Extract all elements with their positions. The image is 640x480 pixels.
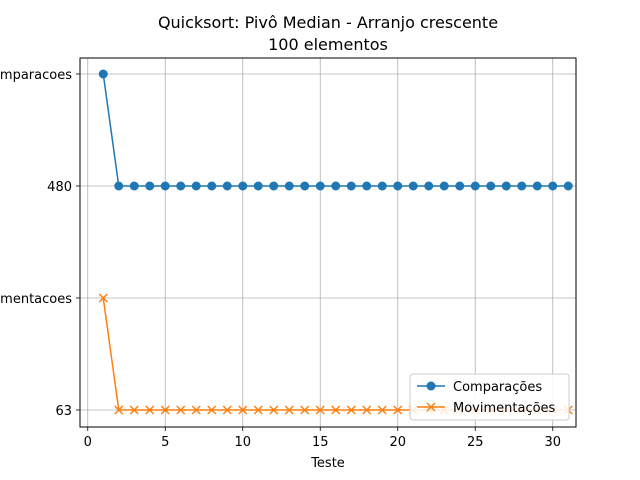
axis-ticks: 0 5 10 15 20 25 30 Comparacoes 480 Movimentacoes 6… [0,68,561,450]
point-comparacoes [269,181,279,191]
series-line-comparacoes [102,73,569,187]
point-movimentacoes [160,405,170,415]
point-comparacoes [145,181,155,191]
point-comparacoes [393,181,403,191]
x-tick-label: 5 [161,435,169,450]
point-comparacoes [501,181,511,191]
point-comparacoes [129,181,139,191]
x-tick-label: 20 [389,435,406,450]
point-movimentacoes [346,405,356,415]
point-comparacoes [160,181,170,191]
point-comparacoes [315,181,325,191]
point-movimentacoes [284,405,294,415]
point-comparacoes [284,181,294,191]
x-tick-label: 30 [544,435,561,450]
point-comparacoes [424,181,434,191]
point-movimentacoes [269,405,279,415]
legend-marker-comparacoes [426,381,436,391]
series-layer [98,69,573,415]
point-movimentacoes [393,405,403,415]
y-tick-label: Comparacoes [0,68,72,83]
point-comparacoes [346,181,356,191]
point-movimentacoes [315,405,325,415]
x-axis-label: Teste [310,456,345,471]
point-comparacoes [563,181,573,191]
point-movimentacoes [238,405,248,415]
legend-box [409,373,570,421]
point-comparacoes [331,181,341,191]
legend: Comparações Movimentações [409,373,570,421]
point-comparacoes [439,181,449,191]
y-tick-label: 63 [55,404,72,419]
x-tick-label: 10 [234,435,251,450]
point-comparacoes [486,181,496,191]
legend-label-comparacoes: Comparações [453,380,542,395]
point-comparacoes [300,181,310,191]
point-movimentacoes [377,405,387,415]
point-movimentacoes [331,405,341,415]
x-tick-label: 0 [84,435,92,450]
point-movimentacoes [114,405,124,415]
point-movimentacoes [300,405,310,415]
x-tick-label: 25 [467,435,484,450]
point-comparacoes [517,181,527,191]
plot-frame [79,57,577,428]
point-movimentacoes [191,405,201,415]
point-movimentacoes [362,405,372,415]
point-comparacoes [238,181,248,191]
point-movimentacoes [253,405,263,415]
point-movimentacoes [207,405,217,415]
chart-title: Quicksort: Pivô Median - Arranjo crescen… [158,13,498,32]
point-movimentacoes [129,405,139,415]
point-comparacoes [362,181,372,191]
point-comparacoes [176,181,186,191]
point-movimentacoes [98,293,108,303]
point-comparacoes [207,181,217,191]
x-tick-label: 15 [312,435,329,450]
point-movimentacoes [176,405,186,415]
point-comparacoes [408,181,418,191]
y-tick-label: Movimentacoes [0,292,72,307]
point-comparacoes [253,181,263,191]
grid [80,58,576,427]
point-movimentacoes [145,405,155,415]
y-tick-label: 480 [47,180,72,195]
point-comparacoes [114,181,124,191]
legend-marker-movimentacoes [426,402,436,412]
point-comparacoes [532,181,542,191]
point-comparacoes [222,181,232,191]
point-comparacoes [377,181,387,191]
point-comparacoes [548,181,558,191]
legend-label-movimentacoes: Movimentações [453,401,556,416]
point-comparacoes [98,69,108,79]
chart-subtitle: 100 elementos [268,35,388,54]
point-comparacoes [191,181,201,191]
point-comparacoes [455,181,465,191]
point-comparacoes [470,181,480,191]
point-movimentacoes [222,405,232,415]
